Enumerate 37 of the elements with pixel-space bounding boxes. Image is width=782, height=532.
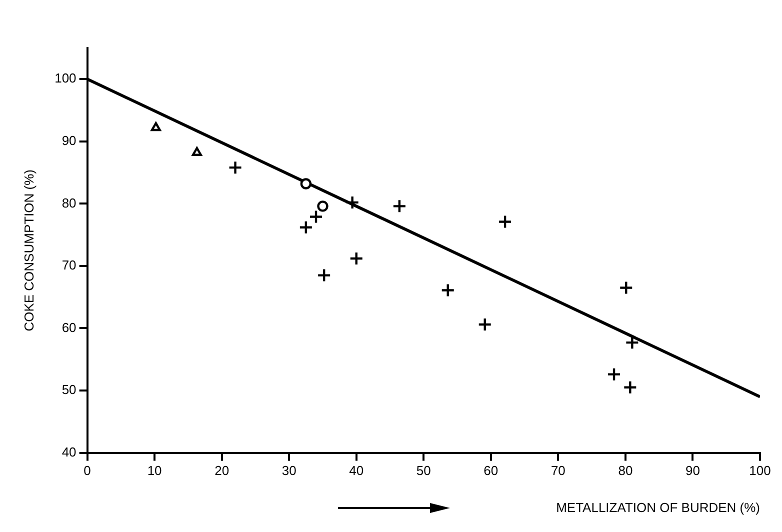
x-axis-title: METALLIZATION OF BURDEN (%) — [556, 500, 760, 515]
x-tick-label: 30 — [282, 463, 296, 478]
y-tick-label: 70 — [62, 258, 76, 273]
point — [623, 380, 638, 395]
x-tick-label: 100 — [749, 463, 771, 478]
x-tick-label: 50 — [416, 463, 431, 478]
point — [228, 160, 242, 175]
x-tick-label: 80 — [618, 463, 633, 478]
x-tick-label: 60 — [484, 463, 498, 478]
point — [317, 200, 328, 212]
point — [606, 367, 622, 382]
y-tick-label: 90 — [62, 132, 76, 148]
x-tick-label: 0 — [84, 463, 91, 478]
point — [345, 195, 360, 210]
point — [619, 280, 634, 295]
point — [440, 283, 455, 298]
y-tick-label: 40 — [62, 444, 76, 460]
x-tick-label: 70 — [550, 463, 566, 478]
point — [392, 199, 407, 214]
x-tick-label: 20 — [214, 463, 230, 478]
point — [308, 210, 324, 224]
x-tick-label: 40 — [349, 463, 364, 478]
point — [150, 122, 161, 132]
x-tick-label: 90 — [685, 463, 700, 478]
point — [192, 147, 202, 156]
y-tick-label: 50 — [62, 382, 76, 398]
x-tick-label: 10 — [147, 463, 162, 478]
point — [300, 178, 312, 190]
y-tick-label: 100 — [54, 70, 76, 86]
y-tick-label: 80 — [62, 195, 76, 210]
y-tick-label: 60 — [62, 320, 76, 335]
point — [498, 214, 512, 229]
y-axis-title: COKE CONSUMPTION (%) — [21, 170, 36, 332]
point — [478, 317, 492, 332]
point — [298, 220, 314, 234]
point — [349, 251, 364, 266]
point — [316, 268, 332, 282]
